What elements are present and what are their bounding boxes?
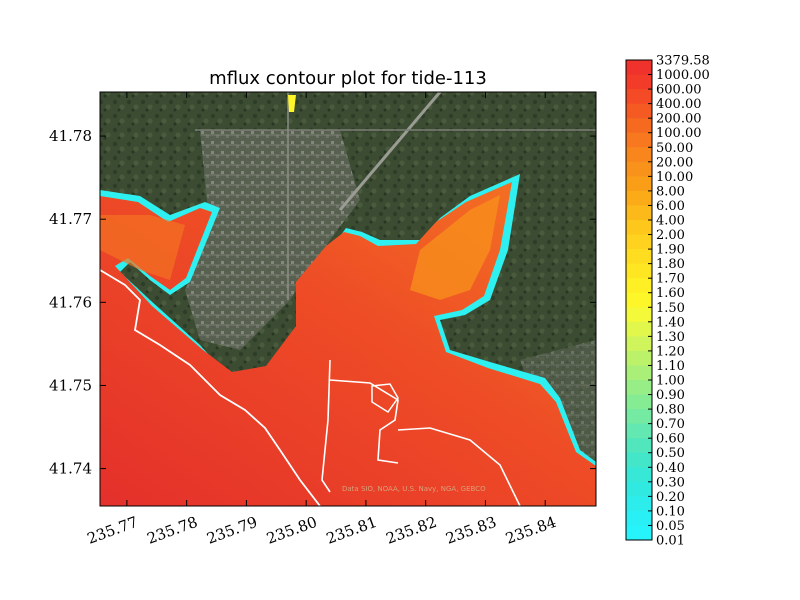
coastline-jetty <box>321 359 331 493</box>
colorbar-band <box>626 350 652 366</box>
flux-inner-gradient <box>410 195 500 300</box>
colorbar-band <box>626 103 652 119</box>
coastline-south <box>397 427 521 506</box>
colorbar-level-label: 1.40 <box>656 315 685 330</box>
y-tick-label: 41.75 <box>49 376 92 394</box>
colorbar-band <box>626 510 652 526</box>
colorbar-level-label: 1.90 <box>656 243 685 258</box>
x-tick-label: 235.77 <box>85 513 140 548</box>
y-tick-label: 41.78 <box>49 127 92 145</box>
colorbar-level-label: 0.05 <box>656 519 685 534</box>
colorbar-band <box>626 205 652 221</box>
colorbar-band <box>626 321 652 337</box>
colorbar-level-label: 1.20 <box>656 344 685 359</box>
colorbar-band <box>626 380 652 396</box>
colorbar-level-label: 3379.58 <box>656 54 710 69</box>
colorbar-band <box>626 74 652 90</box>
coastline-harbor <box>371 383 399 414</box>
colorbar-band <box>626 220 652 236</box>
chart-title: mflux contour plot for tide-113 <box>209 68 487 89</box>
x-tick-label: 235.81 <box>324 513 379 548</box>
colorbar-level-label: 0.80 <box>656 403 685 418</box>
coastline-spit <box>329 379 399 464</box>
x-tick-label: 235.83 <box>443 513 498 548</box>
colorbar-level-label: 1.30 <box>656 330 685 345</box>
colorbar-level-label: 100.00 <box>656 126 702 141</box>
colorbar-band <box>626 176 652 192</box>
colorbar: 3379.581000.00600.00400.00200.00100.0050… <box>625 54 710 549</box>
colorbar-level-label: 1.60 <box>656 286 685 301</box>
colorbar-band <box>626 60 652 76</box>
colorbar-level-label: 1.50 <box>656 301 685 316</box>
colorbar-level-label: 0.30 <box>656 475 685 490</box>
colorbar-level-label: 1.00 <box>656 374 685 389</box>
colorbar-level-label: 0.50 <box>656 446 685 461</box>
plot-area: Data SIO, NOAA, U.S. Navy, NGA, GEBCO <box>99 91 597 507</box>
x-tick-label: 235.84 <box>503 513 558 548</box>
y-axis: 41.74 41.75 41.76 41.77 41.78 <box>49 127 596 478</box>
y-tick-label: 41.74 <box>49 460 92 478</box>
colorbar-level-label: 1.10 <box>656 359 685 374</box>
colorbar-level-label: 8.00 <box>656 184 685 199</box>
map-attribution: Data SIO, NOAA, U.S. Navy, NGA, GEBCO <box>342 485 486 493</box>
colorbar-level-label: 0.10 <box>656 504 685 519</box>
colorbar-level-label: 2.00 <box>656 228 685 243</box>
colorbar-band <box>626 147 652 163</box>
colorbar-level-label: 1.80 <box>656 257 685 272</box>
colorbar-level-label: 0.70 <box>656 417 685 432</box>
colorbar-level-label: 200.00 <box>656 112 702 127</box>
colorbar-frame <box>625 59 653 541</box>
colorbar-level-label: 0.01 <box>656 534 685 549</box>
colorbar-band <box>626 307 652 323</box>
colorbar-band <box>626 161 652 177</box>
colorbar-band <box>626 423 652 439</box>
colorbar-band <box>626 394 652 410</box>
colorbar-level-label: 0.90 <box>656 388 685 403</box>
colorbar-level-label: 50.00 <box>656 141 693 156</box>
coastline <box>100 269 321 506</box>
colorbar-band <box>626 190 652 206</box>
colorbar-band <box>626 132 652 148</box>
colorbar-band <box>626 496 652 512</box>
plot-frame <box>99 91 597 507</box>
y-tick-label: 41.77 <box>49 210 92 228</box>
colorbar-level-label: 6.00 <box>656 199 685 214</box>
colorbar-level-label: 1000.00 <box>656 68 710 83</box>
town-area <box>185 130 360 350</box>
colorbar-level-label: 0.20 <box>656 490 685 505</box>
colorbar-level-label: 600.00 <box>656 83 702 98</box>
colorbar-band <box>626 438 652 454</box>
colorbar-band <box>626 525 652 541</box>
colorbar-band <box>626 234 652 250</box>
y-tick-label: 41.76 <box>49 293 92 311</box>
colorbar-level-label: 20.00 <box>656 155 693 170</box>
colorbar-level-label: 0.40 <box>656 461 685 476</box>
channel-plume <box>288 95 296 112</box>
x-tick-label: 235.78 <box>145 513 200 548</box>
colorbar-level-label: 1.70 <box>656 272 685 287</box>
colorbar-band <box>626 278 652 294</box>
x-tick-label: 235.80 <box>264 513 319 548</box>
colorbar-band <box>626 89 652 105</box>
colorbar-band <box>626 263 652 279</box>
colorbar-band <box>626 365 652 381</box>
road <box>338 92 442 211</box>
colorbar-band <box>626 249 652 265</box>
x-tick-label: 235.79 <box>204 513 259 548</box>
colorbar-level-label: 400.00 <box>656 97 702 112</box>
colorbar-band <box>626 409 652 425</box>
colorbar-band <box>626 452 652 468</box>
colorbar-band <box>626 292 652 308</box>
x-tick-label: 235.82 <box>384 513 439 548</box>
colorbar-band <box>626 336 652 352</box>
colorbar-level-label: 4.00 <box>656 214 685 229</box>
flux-inner-gradient <box>100 215 185 280</box>
colorbar-band <box>626 118 652 134</box>
colorbar-band <box>626 467 652 483</box>
colorbar-level-label: 10.00 <box>656 170 693 185</box>
colorbar-level-label: 0.60 <box>656 432 685 447</box>
colorbar-band <box>626 481 652 497</box>
